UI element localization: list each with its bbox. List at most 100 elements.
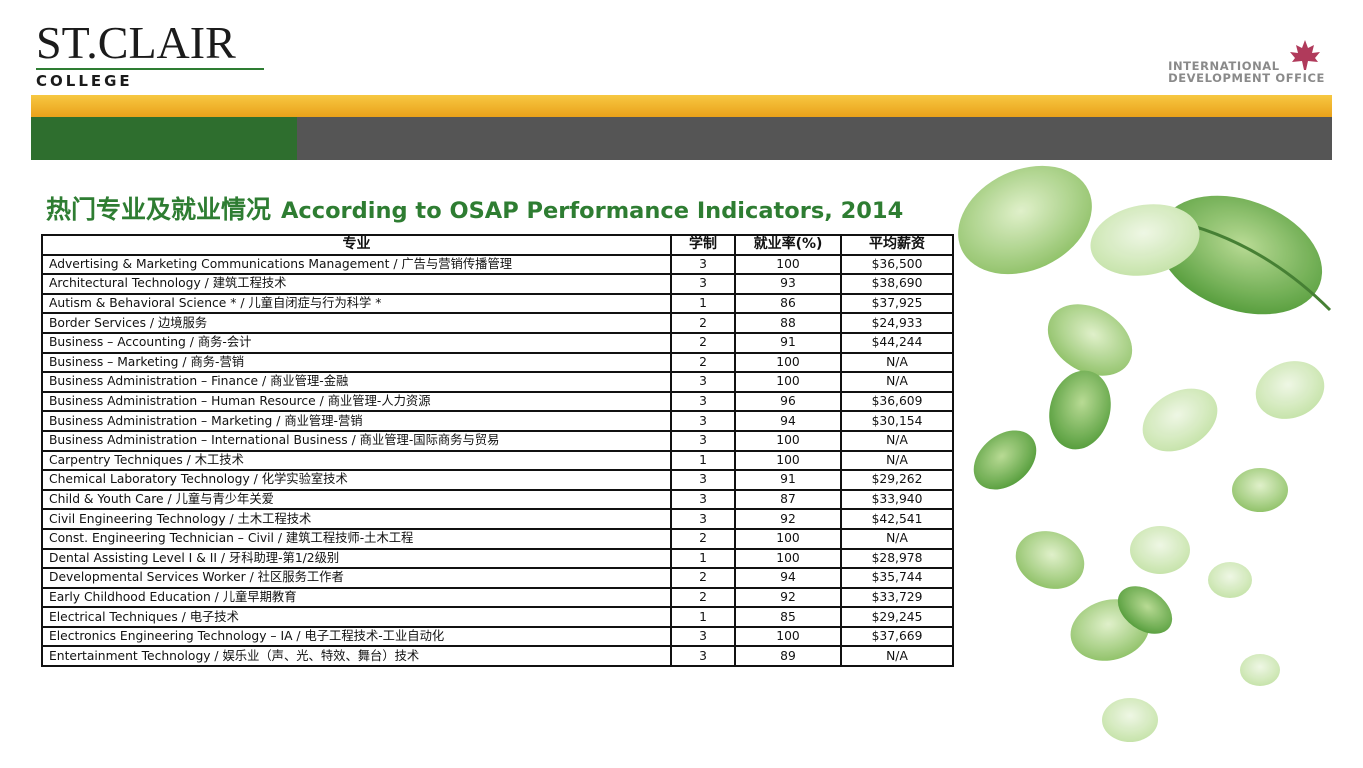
cell-employment-rate: 100 <box>734 547 842 570</box>
cell-years: 3 <box>670 469 736 491</box>
cell-years: 3 <box>670 508 736 530</box>
table-row: Business Administration – Human Resource… <box>41 390 954 413</box>
programs-table: 专业 学制 就业率(%) 平均薪资 Advertising & Marketin… <box>41 234 954 668</box>
cell-employment-rate: 86 <box>734 292 842 315</box>
column-header-average-salary: 平均薪资 <box>840 234 954 256</box>
logo-main-text: ST.CLAIR <box>36 17 236 68</box>
cell-average-salary: $29,262 <box>840 469 954 491</box>
cell-years: 3 <box>670 390 736 413</box>
cell-average-salary: N/A <box>840 371 954 393</box>
cell-average-salary: $30,154 <box>840 410 954 432</box>
column-header-program: 专业 <box>41 234 672 256</box>
cell-average-salary: $37,669 <box>840 625 954 648</box>
cell-employment-rate: 100 <box>734 429 842 452</box>
table-row: Business Administration – Marketing / 商业… <box>41 410 954 432</box>
cell-program: Carpentry Techniques / 木工技术 <box>41 449 672 472</box>
cell-average-salary: $29,245 <box>840 606 954 628</box>
page-title: 热门专业及就业情况 According to OSAP Performance I… <box>46 190 903 226</box>
cell-years: 3 <box>670 488 736 511</box>
cell-program: Electronics Engineering Technology – IA … <box>41 625 672 648</box>
cell-employment-rate: 92 <box>734 586 842 609</box>
cell-employment-rate: 91 <box>734 469 842 491</box>
cell-years: 3 <box>670 625 736 648</box>
cell-program: Entertainment Technology / 娱乐业（声、光、特效、舞台… <box>41 645 672 668</box>
cell-average-salary: $44,244 <box>840 331 954 354</box>
cell-average-salary: N/A <box>840 429 954 452</box>
cell-years: 2 <box>670 331 736 354</box>
cell-employment-rate: 93 <box>734 273 842 295</box>
cell-average-salary: $38,690 <box>840 273 954 295</box>
cell-program: Const. Engineering Technician – Civil / … <box>41 527 672 550</box>
cell-years: 3 <box>670 273 736 295</box>
cell-years: 1 <box>670 606 736 628</box>
cell-program: Advertising & Marketing Communications M… <box>41 253 672 276</box>
table-row: Autism & Behavioral Science * / 儿童自闭症与行为… <box>41 292 954 315</box>
table-row: Dental Assisting Level I & II / 牙科助理-第1/… <box>41 547 954 570</box>
cell-employment-rate: 91 <box>734 331 842 354</box>
cell-years: 1 <box>670 292 736 315</box>
cell-years: 3 <box>670 253 736 276</box>
logo-sub-text: COLLEGE <box>36 72 133 90</box>
cell-employment-rate: 100 <box>734 253 842 276</box>
cell-average-salary: $28,978 <box>840 547 954 570</box>
header-gray-bar <box>297 117 1332 160</box>
cell-program: Developmental Services Worker / 社区服务工作者 <box>41 567 672 589</box>
cell-program: Business Administration – Human Resource… <box>41 390 672 413</box>
cell-average-salary: N/A <box>840 351 954 374</box>
table-row: Business – Marketing / 商务-营销 2 100 N/A <box>41 351 954 374</box>
cell-employment-rate: 100 <box>734 351 842 374</box>
decorative-leaves-image <box>958 165 1332 742</box>
cell-employment-rate: 85 <box>734 606 842 628</box>
cell-average-salary: N/A <box>840 645 954 668</box>
table-row: Advertising & Marketing Communications M… <box>41 253 954 276</box>
office-line-1: INTERNATIONAL <box>1168 59 1280 73</box>
cell-years: 3 <box>670 429 736 452</box>
cell-employment-rate: 100 <box>734 527 842 550</box>
table-row: Early Childhood Education / 儿童早期教育 2 92 $33… <box>41 586 954 609</box>
table-row: Business Administration – Finance / 商业管理… <box>41 371 954 393</box>
cell-employment-rate: 87 <box>734 488 842 511</box>
table-row: Chemical Laboratory Technology / 化学实验室技术… <box>41 469 954 491</box>
table-row: Carpentry Techniques / 木工技术 1 100 N/A <box>41 449 954 472</box>
cell-years: 2 <box>670 351 736 374</box>
cell-employment-rate: 100 <box>734 625 842 648</box>
cell-program: Business Administration – Marketing / 商业… <box>41 410 672 432</box>
table-row: Const. Engineering Technician – Civil / … <box>41 527 954 550</box>
table-row: Entertainment Technology / 娱乐业（声、光、特效、舞台… <box>41 645 954 668</box>
table-row: Architectural Technology / 建筑工程技术 3 93 $38,… <box>41 273 954 295</box>
cell-years: 1 <box>670 547 736 570</box>
table-row: Developmental Services Worker / 社区服务工作者 2… <box>41 567 954 589</box>
table-row: Business – Accounting / 商务-会计 2 91 $44,244 <box>41 331 954 354</box>
cell-program: Business Administration – International … <box>41 429 672 452</box>
cell-average-salary: $33,729 <box>840 586 954 609</box>
column-header-employment-rate: 就业率(%) <box>734 234 842 256</box>
cell-program: Architectural Technology / 建筑工程技术 <box>41 273 672 295</box>
cell-program: Business – Marketing / 商务-营销 <box>41 351 672 374</box>
cell-program: Civil Engineering Technology / 土木工程技术 <box>41 508 672 530</box>
cell-program: Early Childhood Education / 儿童早期教育 <box>41 586 672 609</box>
title-english: According to OSAP Performance Indicators… <box>281 198 904 224</box>
cell-program: Business – Accounting / 商务-会计 <box>41 331 672 354</box>
table-row: Electrical Techniques / 电子技术 1 85 $29,245 <box>41 606 954 628</box>
cell-employment-rate: 94 <box>734 567 842 589</box>
table-row: Civil Engineering Technology / 土木工程技术 3 92… <box>41 508 954 530</box>
cell-program: Chemical Laboratory Technology / 化学实验室技术 <box>41 469 672 491</box>
table-row: Child & Youth Care / 儿童与青少年关爱 3 87 $33,940 <box>41 488 954 511</box>
cell-years: 3 <box>670 371 736 393</box>
cell-program: Child & Youth Care / 儿童与青少年关爱 <box>41 488 672 511</box>
cell-average-salary: $42,541 <box>840 508 954 530</box>
cell-program: Autism & Behavioral Science * / 儿童自闭症与行为… <box>41 292 672 315</box>
column-header-years: 学制 <box>670 234 736 256</box>
cell-average-salary: $35,744 <box>840 567 954 589</box>
title-chinese: 热门专业及就业情况 <box>46 195 272 224</box>
cell-employment-rate: 100 <box>734 371 842 393</box>
cell-years: 1 <box>670 449 736 472</box>
cell-years: 2 <box>670 312 736 334</box>
table-row: Border Services / 边境服务 2 88 $24,933 <box>41 312 954 334</box>
cell-years: 3 <box>670 410 736 432</box>
college-logo: ST.CLAIR COLLEGE <box>36 20 276 90</box>
cell-average-salary: N/A <box>840 527 954 550</box>
cell-employment-rate: 94 <box>734 410 842 432</box>
cell-program: Border Services / 边境服务 <box>41 312 672 334</box>
cell-employment-rate: 96 <box>734 390 842 413</box>
